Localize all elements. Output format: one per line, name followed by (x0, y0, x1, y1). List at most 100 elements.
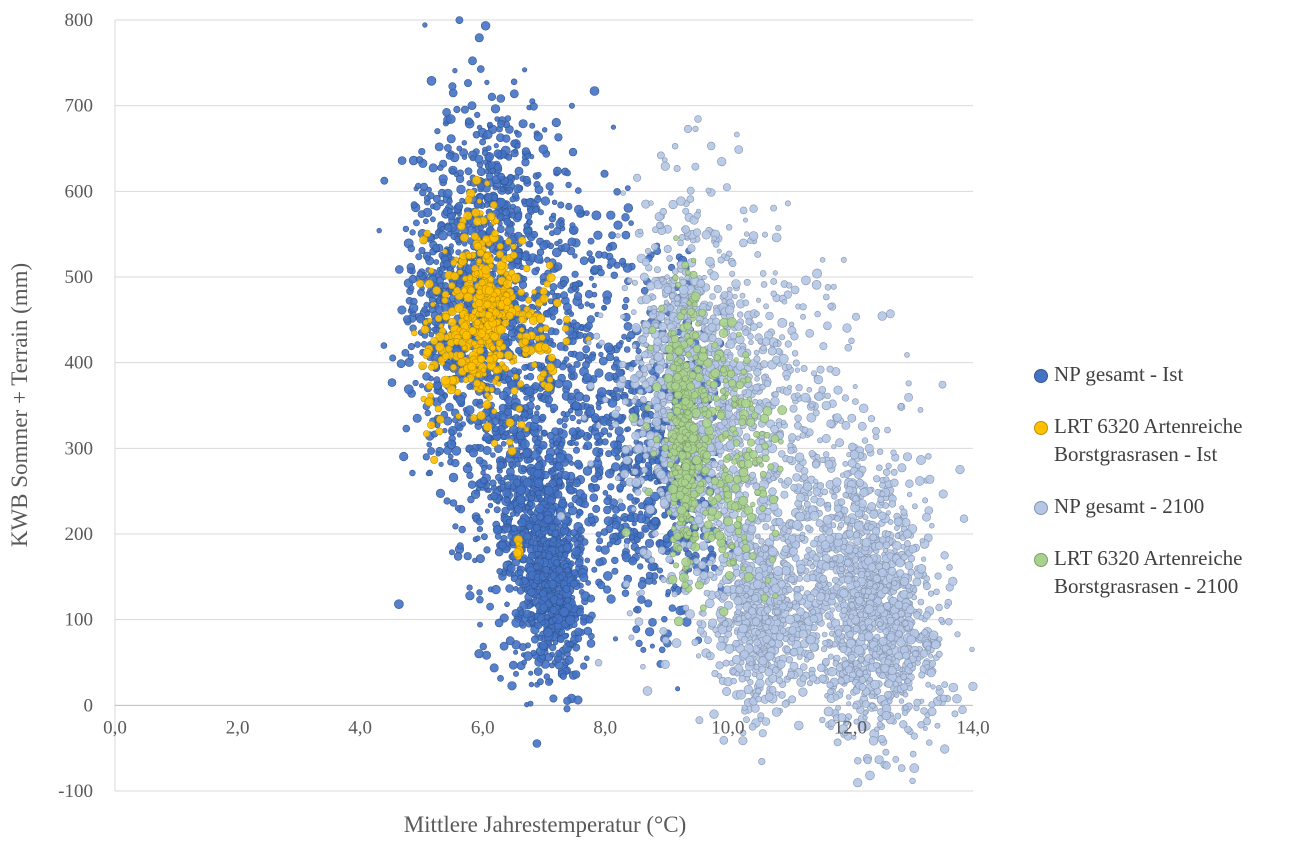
data-point (526, 457, 533, 464)
data-point (434, 405, 442, 413)
data-point (650, 294, 657, 301)
data-point (707, 301, 713, 308)
data-point (387, 378, 397, 387)
data-point (465, 252, 473, 260)
data-point (742, 217, 748, 223)
data-point (523, 222, 530, 229)
data-point (477, 398, 484, 405)
data-point (470, 489, 481, 499)
data-point (511, 393, 518, 400)
data-point (496, 225, 505, 233)
data-point (772, 391, 779, 398)
data-point (495, 339, 503, 347)
data-point (641, 294, 652, 304)
data-point (528, 681, 535, 688)
data-point (562, 415, 569, 423)
data-point (644, 599, 653, 608)
data-point (572, 253, 578, 259)
data-point (544, 653, 554, 662)
data-point (475, 372, 482, 378)
data-point (692, 125, 699, 132)
data-point (715, 661, 724, 670)
data-point (496, 242, 504, 250)
data-point (572, 446, 580, 454)
data-point (470, 232, 479, 241)
data-point (731, 279, 741, 289)
data-point (623, 537, 631, 545)
data-point (465, 591, 475, 601)
data-point (448, 82, 457, 91)
data-point (563, 696, 572, 705)
data-point (642, 327, 650, 335)
data-point (521, 67, 528, 73)
data-point (540, 370, 548, 378)
data-point (437, 388, 445, 396)
data-point (471, 208, 481, 217)
data-point (549, 289, 556, 296)
data-point (666, 425, 673, 431)
data-point (446, 231, 452, 237)
data-point (437, 164, 444, 171)
data-point (634, 464, 640, 470)
data-point (692, 228, 702, 237)
data-point (523, 651, 533, 661)
data-point (660, 335, 669, 344)
data-point (621, 213, 630, 222)
data-point (468, 448, 478, 458)
data-point (648, 458, 656, 465)
data-point (422, 347, 432, 357)
data-point (466, 383, 473, 390)
data-point (593, 332, 601, 340)
data-point (542, 324, 550, 332)
data-point (480, 367, 487, 374)
data-point (570, 529, 578, 537)
data-point (479, 138, 486, 146)
data-point (743, 278, 751, 286)
data-point (522, 477, 533, 488)
data-point (543, 627, 553, 638)
data-point (543, 225, 549, 231)
data-point (509, 511, 516, 517)
data-point (555, 566, 563, 574)
data-point (631, 343, 637, 349)
data-point (729, 270, 736, 277)
data-point (760, 374, 767, 381)
data-point (707, 322, 717, 332)
data-point (800, 473, 809, 481)
data-point (556, 478, 563, 486)
data-point (819, 256, 826, 263)
data-point (634, 488, 642, 496)
data-point (521, 275, 528, 282)
data-point (461, 330, 472, 341)
data-point (563, 356, 570, 362)
data-point (477, 621, 483, 628)
data-point (569, 337, 577, 345)
data-point (592, 504, 601, 513)
data-point (622, 455, 632, 465)
data-point (571, 546, 581, 557)
data-point (788, 321, 795, 327)
data-point (549, 283, 558, 291)
data-point (505, 418, 515, 428)
data-point (595, 404, 602, 411)
data-point (647, 561, 657, 572)
data-point (602, 489, 609, 496)
data-point (684, 274, 691, 281)
data-point (812, 268, 822, 279)
data-point (432, 286, 441, 295)
data-point (448, 282, 456, 290)
data-point (505, 518, 512, 525)
data-point (754, 375, 760, 382)
data-point (513, 206, 522, 214)
data-point (575, 427, 581, 433)
data-point (830, 283, 837, 290)
data-point (539, 589, 547, 598)
data-point (520, 466, 527, 472)
data-point (857, 421, 867, 431)
data-point (651, 530, 659, 537)
data-point (671, 143, 679, 150)
data-point (524, 152, 531, 160)
data-point (539, 603, 548, 612)
data-point (573, 695, 583, 705)
data-point (575, 351, 585, 362)
